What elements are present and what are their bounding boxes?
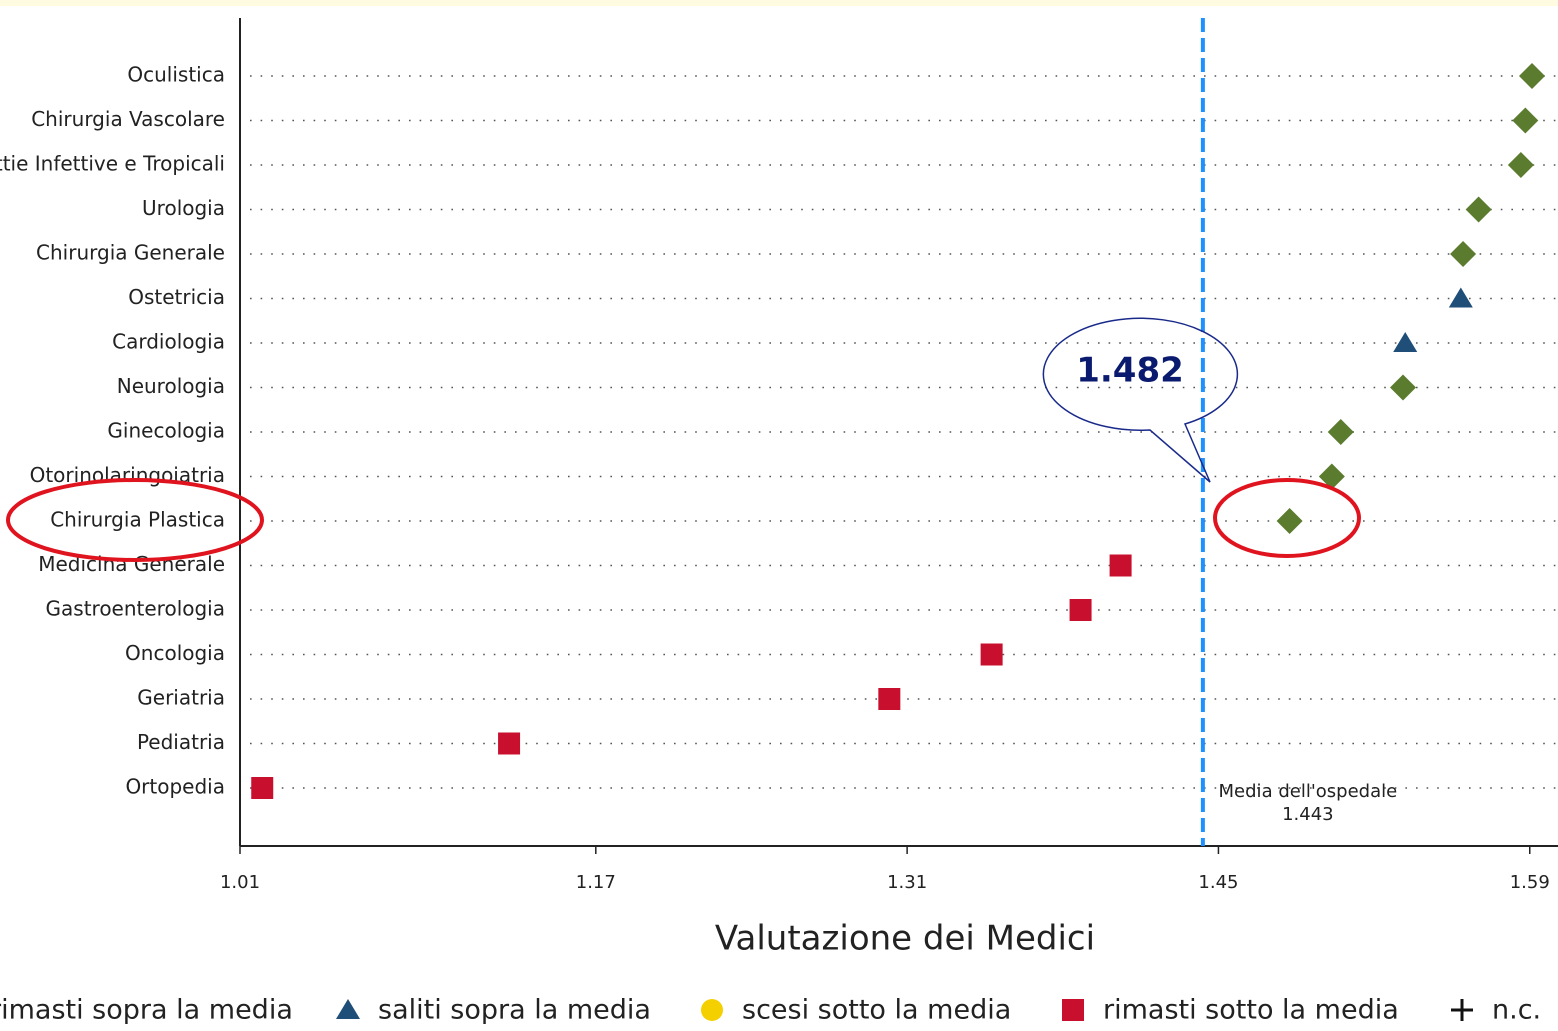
point xyxy=(1450,241,1477,267)
point xyxy=(1465,196,1492,223)
y-tick-label: Chirurgia Plastica xyxy=(50,508,225,532)
y-tick-label: Chirurgia Vascolare xyxy=(31,107,225,131)
x-tick-label: 1.17 xyxy=(576,872,616,893)
legend-label: saliti sopra la media xyxy=(378,995,651,1026)
point xyxy=(1327,419,1354,445)
mean-value: 1.443 xyxy=(1282,804,1334,825)
point xyxy=(498,732,521,755)
y-tick-label: Ostetricia xyxy=(128,285,225,309)
highlight-ellipse xyxy=(6,478,264,562)
point xyxy=(1512,107,1539,134)
mean-label: Media dell'ospedale xyxy=(1219,781,1398,802)
point xyxy=(1109,554,1132,577)
y-tick-label: Chirurgia Generale xyxy=(36,241,225,265)
y-tick-label: Geriatria xyxy=(137,686,225,710)
x-tick-label: 1.45 xyxy=(1198,872,1238,893)
y-tick-label: Malattie Infettive e Tropicali xyxy=(0,152,225,176)
y-tick-label: Oculistica xyxy=(127,63,225,87)
y-tick-label: Oncologia xyxy=(125,641,225,665)
callout-label: 1.482 xyxy=(1076,351,1184,391)
legend-marker xyxy=(1062,999,1084,1021)
legend-label: rimasti sotto la media xyxy=(1103,995,1399,1026)
point xyxy=(1276,508,1303,534)
point xyxy=(1518,63,1545,89)
point xyxy=(251,777,274,799)
legend-marker xyxy=(701,999,723,1021)
legend-label: scesi sotto la media xyxy=(742,995,1011,1026)
y-tick-label: Cardiologia xyxy=(112,330,225,354)
point xyxy=(1318,463,1345,490)
y-tick-label: Ginecologia xyxy=(107,419,225,443)
point xyxy=(1448,287,1473,308)
x-axis-title: Valutazione dei Medici xyxy=(715,919,1095,959)
callout-bubble xyxy=(1042,317,1239,483)
point xyxy=(1390,374,1417,401)
highlight-ellipse xyxy=(1213,478,1361,558)
point xyxy=(1507,152,1534,178)
x-tick-label: 1.59 xyxy=(1510,872,1550,893)
legend-label: rimasti sopra la media xyxy=(0,995,293,1026)
y-tick-label: Urologia xyxy=(142,196,225,220)
x-tick-label: 1.31 xyxy=(887,872,927,893)
x-tick-label: 1.01 xyxy=(220,872,260,893)
point xyxy=(980,643,1003,666)
point xyxy=(1069,599,1092,621)
legend-marker xyxy=(336,999,360,1019)
y-tick-label: Gastroenterologia xyxy=(46,597,225,621)
legend-marker xyxy=(1451,999,1473,1021)
legend-label: n.c. xyxy=(1492,995,1541,1026)
y-tick-label: Pediatria xyxy=(137,730,225,754)
point xyxy=(878,688,901,710)
y-tick-label: Neurologia xyxy=(117,374,225,398)
point xyxy=(1393,332,1418,352)
top-band xyxy=(0,0,1558,6)
y-tick-label: Ortopedia xyxy=(125,775,225,799)
